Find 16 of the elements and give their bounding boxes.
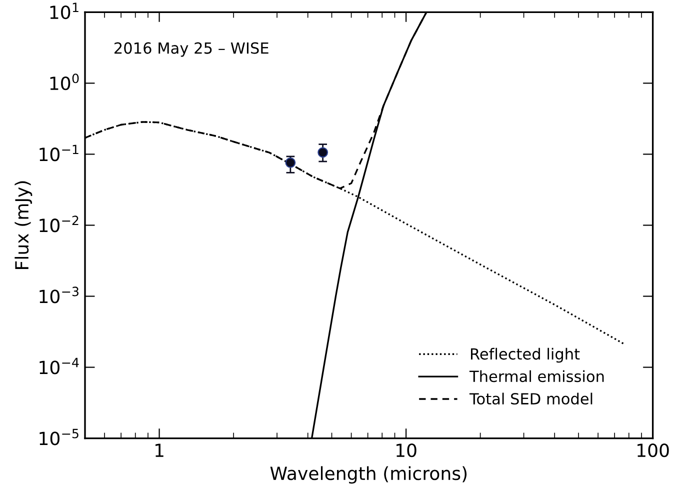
annotation: 2016 May 25 – WISE xyxy=(114,42,268,57)
legend-label: Total SED model xyxy=(469,392,592,405)
legend-label: Reflected light xyxy=(470,348,580,363)
legend-label: Thermal emission xyxy=(469,370,604,382)
y-tick-label: 10$^{−5}$ xyxy=(40,428,78,446)
x-tick-label: 1 xyxy=(156,444,164,457)
x-axis-title: Wavelength (microns) xyxy=(270,466,467,484)
y-tick-label: 10$^{−4}$ xyxy=(40,358,79,374)
y-tick-label: 10$^{−1}$ xyxy=(40,144,78,162)
y-tick-label: 10$^{0}$ xyxy=(50,74,79,90)
y-axis-title: Flux (mJy) xyxy=(14,181,32,269)
y-tick-label: 10$^{−3}$ xyxy=(40,286,78,304)
y-tick-label: 10$^{−2}$ xyxy=(40,216,78,232)
x-tick-label: 100 xyxy=(638,443,669,458)
y-tick-label: 10$^{1}$ xyxy=(50,2,78,20)
x-tick-label: 10 xyxy=(396,443,416,458)
